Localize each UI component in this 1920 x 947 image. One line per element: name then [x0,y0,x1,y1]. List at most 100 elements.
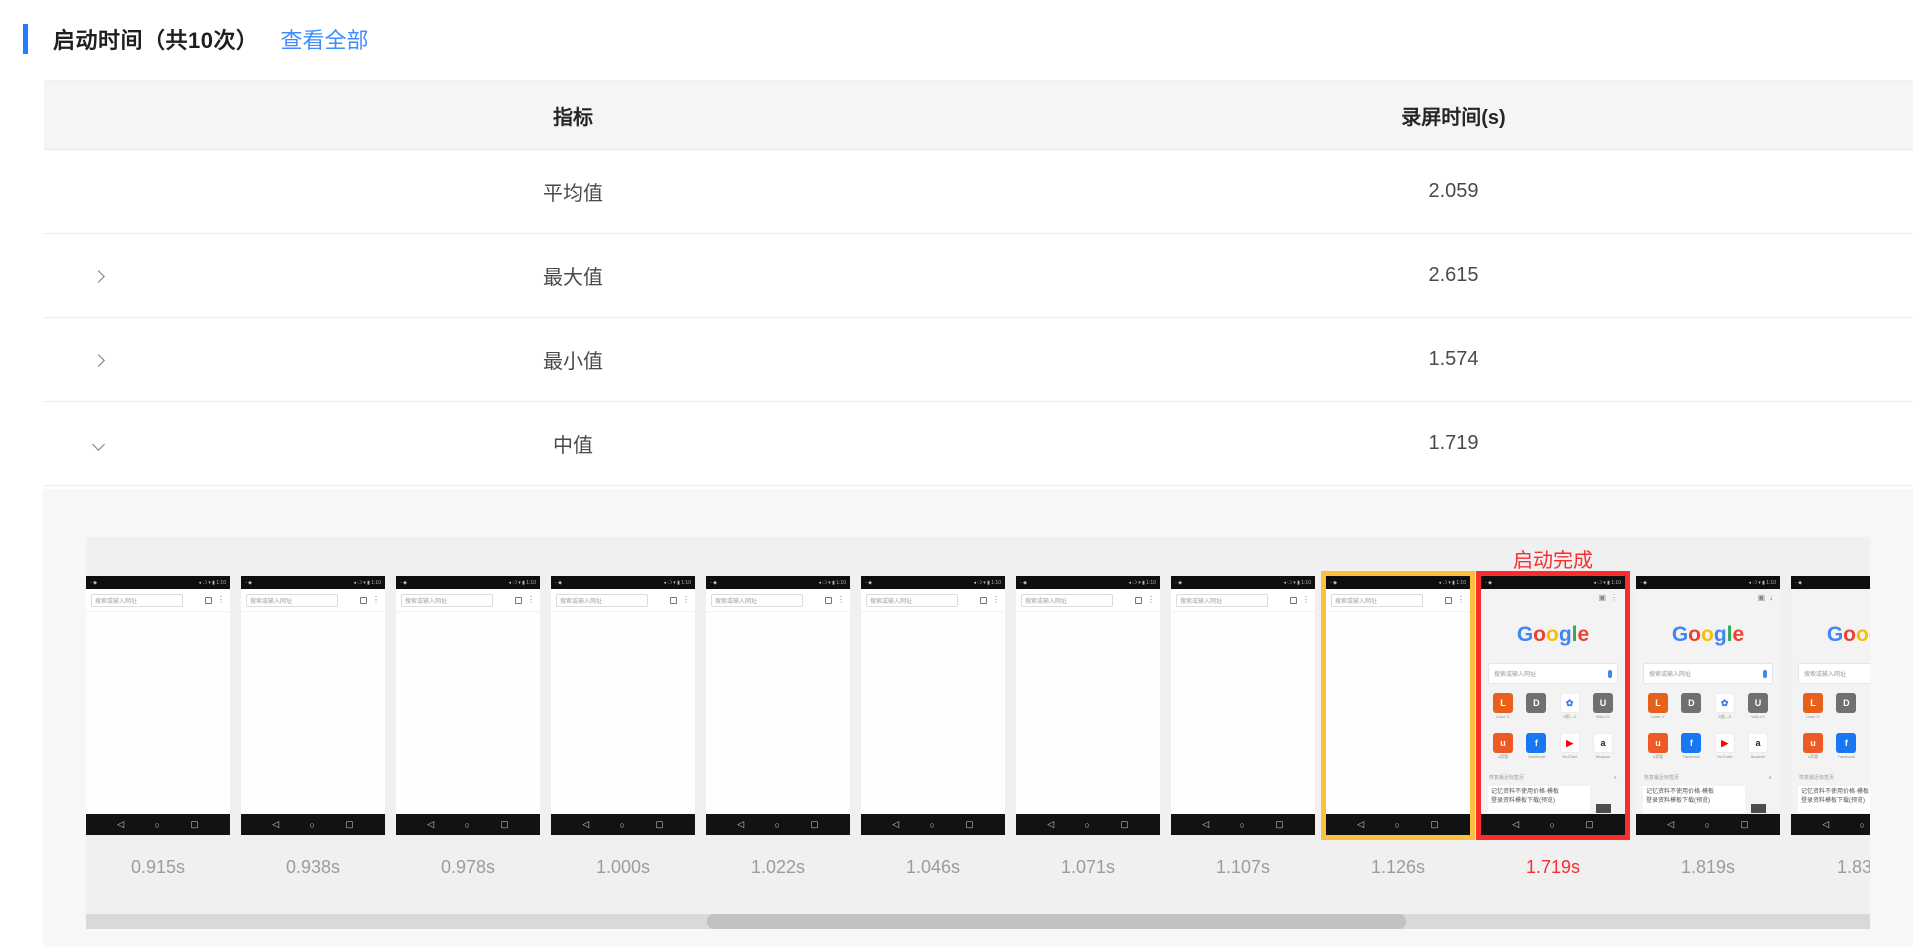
phone-status-bar: ◦ ◆ ◂ ❍ ▾ ▮ 1:10 [1636,576,1780,589]
browser-search-row: 搜索或输入网址 ⋮ [396,589,540,612]
metric-value: 2.059 [994,149,1913,234]
nav-recents-icon: ▢ [1585,819,1594,829]
search-placeholder: 搜索或输入网址 [1649,672,1692,678]
nav-home-icon: ○ [464,819,470,830]
browser-search-row: 搜索或输入网址 ⋮ [1326,589,1470,612]
expand-row-icon[interactable] [91,270,105,283]
filmstrip-scroll-area[interactable]: ◦ ◆ ◂ ❍ ▾ ▮ 1:10 搜索或输入网址 ⋮ ◁ ○ ▢ 0.915s … [86,537,1870,929]
browser-search-row: 搜索或输入网址 ⋮ [86,589,230,612]
expander-cell[interactable] [44,401,152,486]
tab-counter-icon [980,596,987,604]
frame-thumbnail[interactable]: ◦ ◆ ◂ ❍ ▾ ▮ 1:10 搜索或输入网址 ⋮ ◁ ○ ▢ [396,576,540,835]
url-input: 搜索或输入网址 [91,593,183,607]
baidu-app-icon: ✿ [1714,693,1735,713]
phone-status-bar: ◦ ◆ ◂ ❍ ▾ ▮ 1:10 [861,576,1005,589]
dark-chip-icon [1596,804,1611,813]
expander-cell[interactable] [44,233,152,318]
menu-kebab-icon: ⋮ [527,595,535,604]
menu-kebab-icon: ⋮ [372,595,380,604]
video-frame: ◦ ◆ ◂ ❍ ▾ ▮ 1:10 ▣ ↓ Google 搜索或输入网址 LLzw… [1791,537,1870,878]
frame-thumbnail[interactable]: ◦ ◆ ◂ ❍ ▾ ▮ 1:10 搜索或输入网址 ⋮ ◁ ○ ▢ [861,576,1005,835]
info-block: 记忆资料不使用价格·模板 登录资料模板下载(预览) [1791,786,1870,813]
shortcut-caption: Facebook [1682,754,1701,759]
accent-bar [23,24,28,54]
frame-thumbnail[interactable]: ◦ ◆ ◂ ❍ ▾ ▮ 1:10 搜索或输入网址 ⋮ ◁ ○ ▢ [706,576,850,835]
metrics-table: 指标 录屏时间(s) 平均值 2.059 最大值 2.615 最小值 1.574… [44,80,1913,486]
nav-home-icon: ○ [1394,819,1400,830]
frame-timestamp: 0.915s [130,857,186,877]
nav-back-icon: ◁ [1822,819,1830,829]
info-line-2: 登录资料模板下载(预览) [1491,798,1555,804]
nav-home-icon: ○ [1549,819,1555,830]
status-right-icons: ◂ ❍ ▾ ▮ 1:10 [508,579,536,586]
status-left-icons: ◦ ◆ [1795,579,1803,586]
info-line-1: 记忆资料不使用价格·模板 [1646,789,1714,795]
frame-thumbnail[interactable]: ◦ ◆ ◂ ❍ ▾ ▮ 1:10 搜索或输入网址 ⋮ ◁ ○ ▢ [1326,576,1470,835]
shortcut-caption: Lzwe V: [1650,714,1666,719]
shortcut-caption: Amazon [1595,754,1611,759]
nav-home-icon: ○ [309,819,315,830]
frame-thumbnail[interactable]: ◦ ◆ ◂ ❍ ▾ ▮ 1:10 搜索或输入网址 ⋮ ◁ ○ ▢ [86,576,230,835]
collapse-row-icon[interactable] [91,438,105,451]
frame-thumbnail[interactable]: ◦ ◆ ◂ ❍ ▾ ▮ 1:10 ▣ ↓ Google 搜索或输入网址 LLzw… [1791,576,1870,835]
table-header-row: 指标 录屏时间(s) [44,80,1913,150]
phone-nav-bar: ◁ ○ ▢ [1326,814,1470,835]
google-logo-letter: o [1545,623,1559,646]
expand-row-icon[interactable] [91,354,105,367]
expander-cell[interactable] [44,317,152,402]
u-app-icon: U [1747,693,1768,713]
shortcut-caption: Lzwe V: [1495,714,1511,719]
collapse-caret-icon: ∧ [1768,775,1772,781]
video-frame: ◦ ◆ ◂ ❍ ▾ ▮ 1:10 搜索或输入网址 ⋮ ◁ ○ ▢ 1.107s [1171,537,1315,878]
horizontal-scrollbar-thumb[interactable] [707,914,1406,929]
tabs-icon: ▣ [1757,593,1765,602]
restore-tabs-bar: 恢复最近标签页 ∧ [1489,774,1617,782]
google-logo-letter: l [1571,623,1578,646]
frame-thumbnail[interactable]: ◦ ◆ ◂ ❍ ▾ ▮ 1:10 搜索或输入网址 ⋮ ◁ ○ ▢ [1016,576,1160,835]
phone-status-bar: ◦ ◆ ◂ ❍ ▾ ▮ 1:10 [1016,576,1160,589]
nav-recents-icon: ▢ [655,819,664,829]
blank-page-body [86,612,230,814]
horizontal-scrollbar-track[interactable] [86,914,1870,929]
shortcut-item: D [1523,693,1549,720]
frame-timestamp: 1.022s [750,857,806,877]
google-search-box: 搜索或输入网址 [1488,663,1618,684]
shortcut-item: ▶YouTube [1867,733,1870,760]
shortcut-item: ✿5图—5 [1557,693,1583,720]
phone-nav-bar: ◁ ○ ▢ [551,814,695,835]
expander-cell [44,149,152,234]
amazon-app-icon: a [1747,733,1768,753]
shortcut-caption: Lzwe V: [1805,714,1821,719]
nav-recents-icon: ▢ [965,819,974,829]
shortcut-item: f Facebook [1833,733,1859,760]
browser-search-row: 搜索或输入网址 ⋮ [551,589,695,612]
metric-name: 最大值 [152,233,994,318]
frame-timestamp: 0.978s [440,857,496,877]
frame-thumbnail[interactable]: ◦ ◆ ◂ ❍ ▾ ▮ 1:10 ▣ ⋮ Google 搜索或输入网址 L Lzw… [1481,576,1625,835]
frame-thumbnail[interactable]: ◦ ◆ ◂ ❍ ▾ ▮ 1:10 搜索或输入网址 ⋮ ◁ ○ ▢ [551,576,695,835]
frame-thumbnail[interactable]: ◦ ◆ ◂ ❍ ▾ ▮ 1:10 搜索或输入网址 ⋮ ◁ ○ ▢ [241,576,385,835]
video-frame: ◦ ◆ ◂ ❍ ▾ ▮ 1:10 搜索或输入网址 ⋮ ◁ ○ ▢ 1.126s [1326,537,1470,878]
google-search-box: 搜索或输入网址 [1643,663,1773,684]
tab-counter-icon [825,596,832,604]
status-left-icons: ◦ ◆ [710,579,718,586]
view-all-link[interactable]: 查看全部 [280,28,369,53]
google-logo: Google [1636,623,1780,647]
status-right-icons: ◂ ❍ ▾ ▮ 1:10 [1748,579,1776,586]
nav-back-icon: ◁ [892,819,900,829]
frame-thumbnail[interactable]: ◦ ◆ ◂ ❍ ▾ ▮ 1:10 搜索或输入网址 ⋮ ◁ ○ ▢ [1171,576,1315,835]
shortcut-item: a Amazon [1745,733,1771,760]
nav-back-icon: ◁ [582,819,590,829]
shortcut-item: u u资管 [1645,733,1671,760]
browser-search-row: 搜索或输入网址 ⋮ [706,589,850,612]
lazada-app-icon: L [1803,693,1823,713]
shortcut-caption: WALLS [1751,714,1765,719]
google-logo-letter: o [1688,623,1701,646]
status-left-icons: ◦ ◆ [1485,579,1493,586]
lazada-app-icon: L [1493,693,1513,713]
nav-back-icon: ◁ [272,819,280,829]
phone-nav-bar: ◁ ○ ▢ [1171,814,1315,835]
shortcut-caption: Amazon [1750,754,1766,759]
